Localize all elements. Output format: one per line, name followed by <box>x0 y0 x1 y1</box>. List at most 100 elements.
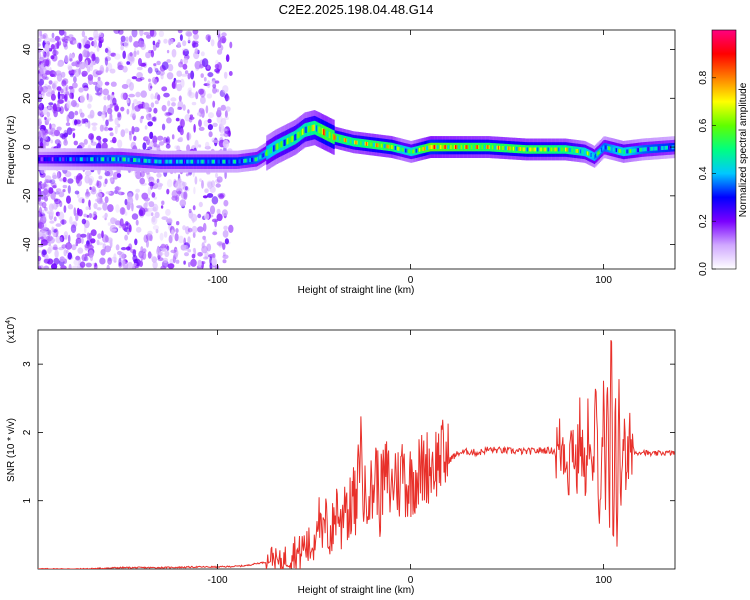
x-tick-label: -100 <box>208 275 228 286</box>
noise-speckle <box>197 252 203 257</box>
noise-speckle <box>190 258 197 267</box>
noise-speckle <box>148 78 151 83</box>
heatmap-ridge-cell <box>470 145 472 149</box>
noise-speckle <box>105 69 109 73</box>
noise-speckle <box>69 58 73 62</box>
noise-speckle <box>67 178 74 184</box>
noise-speckle <box>48 242 51 247</box>
heatmap-ridge-cell <box>649 147 651 151</box>
noise-speckle <box>44 43 50 53</box>
noise-speckle <box>126 61 131 65</box>
heatmap-ridge-cell <box>68 157 70 162</box>
noise-speckle <box>85 59 89 69</box>
heatmap-ridge-cell <box>453 145 456 149</box>
noise-speckle <box>200 96 206 105</box>
heatmap-ridge-cell <box>584 150 587 155</box>
noise-speckle <box>105 119 109 127</box>
noise-speckle <box>186 132 192 141</box>
heatmap-ridge-cell <box>573 148 575 153</box>
noise-speckle <box>93 211 97 217</box>
heatmap-ridge-cell <box>207 159 209 164</box>
noise-speckle <box>192 80 196 88</box>
noise-speckle <box>85 194 90 199</box>
heatmap-ridge-cell <box>254 157 256 162</box>
noise-speckle <box>121 207 125 215</box>
heatmap-ridge-cell <box>397 146 399 151</box>
noise-speckle <box>42 249 47 256</box>
noise-speckle <box>61 71 66 78</box>
noise-speckle <box>212 122 218 127</box>
noise-speckle <box>157 182 161 186</box>
noise-speckle <box>68 85 74 90</box>
noise-speckle <box>182 104 186 111</box>
heatmap-ridge-cell <box>292 135 295 142</box>
heatmap-ridge-cell <box>307 126 310 133</box>
heatmap-ridge-cell <box>281 141 283 148</box>
noise-speckle <box>191 225 198 234</box>
heatmap-ridge-cell <box>172 159 174 164</box>
heatmap-ridge-cell <box>554 147 556 152</box>
noise-speckle <box>56 40 60 49</box>
heatmap-ridge-cell <box>390 145 392 149</box>
noise-speckle <box>124 234 128 241</box>
heatmap-ridge-cell <box>474 145 476 149</box>
noise-speckle <box>62 184 68 189</box>
heatmap-ridge-cell <box>380 143 383 148</box>
heatmap-ridge-cell <box>284 139 287 146</box>
noise-speckle <box>53 257 60 265</box>
noise-speckle <box>190 213 198 222</box>
heatmap-ridge-cell <box>566 147 568 152</box>
noise-speckle <box>223 71 228 79</box>
noise-speckle <box>165 138 169 143</box>
heatmap-ridge-cell <box>136 158 138 163</box>
heatmap-ridge-cell <box>668 145 670 150</box>
heatmap-ridge-cell <box>312 124 314 131</box>
noise-speckle <box>63 249 67 257</box>
noise-speckle <box>212 139 219 143</box>
noise-speckle <box>227 130 231 137</box>
heatmap-ridge-cell <box>186 159 188 164</box>
noise-speckle <box>132 265 136 269</box>
noise-speckle <box>206 243 212 252</box>
noise-speckle <box>164 244 169 249</box>
heatmap-ridge-cell <box>534 147 537 152</box>
heatmap-ridge-cell <box>428 145 430 150</box>
heatmap-ridge-cell <box>348 139 350 144</box>
noise-speckle <box>191 253 196 259</box>
noise-speckle <box>126 108 130 115</box>
noise-speckle <box>60 219 67 225</box>
noise-speckle <box>175 259 180 264</box>
heatmap-ridge-cell <box>72 157 75 162</box>
noise-speckle <box>165 112 173 116</box>
noise-speckle <box>171 190 178 199</box>
noise-speckle <box>104 178 108 185</box>
heatmap-ridge-cell <box>221 159 223 164</box>
noise-speckle <box>86 214 90 218</box>
noise-speckle <box>68 34 74 39</box>
heatmap-ridge-cell <box>366 142 369 146</box>
heatmap-ridge-cell <box>553 147 555 152</box>
heatmap-ridge-cell <box>614 147 617 152</box>
noise-speckle <box>142 142 147 151</box>
noise-speckle <box>108 118 114 122</box>
heatmap-ridge-cell <box>514 146 516 151</box>
noise-speckle <box>86 232 90 241</box>
noise-speckle <box>113 253 117 261</box>
noise-speckle <box>81 70 88 77</box>
heatmap-ridge-cell <box>643 147 646 152</box>
heatmap-ridge-cell <box>429 145 431 150</box>
noise-speckle <box>145 210 152 217</box>
noise-speckle <box>114 185 120 195</box>
noise-speckle <box>104 245 112 253</box>
noise-speckle <box>215 172 218 178</box>
noise-speckle <box>139 30 144 37</box>
heatmap-ridge-cell <box>369 142 371 147</box>
noise-speckle <box>42 213 47 222</box>
noise-speckle <box>220 104 226 111</box>
noise-speckle <box>178 61 184 68</box>
heatmap-ridge-cell <box>102 157 105 162</box>
noise-speckle <box>61 80 67 87</box>
noise-speckle <box>117 113 122 121</box>
heatmap-ridge-cell <box>76 157 78 162</box>
colorbar-tick-label: 0.4 <box>698 166 709 180</box>
